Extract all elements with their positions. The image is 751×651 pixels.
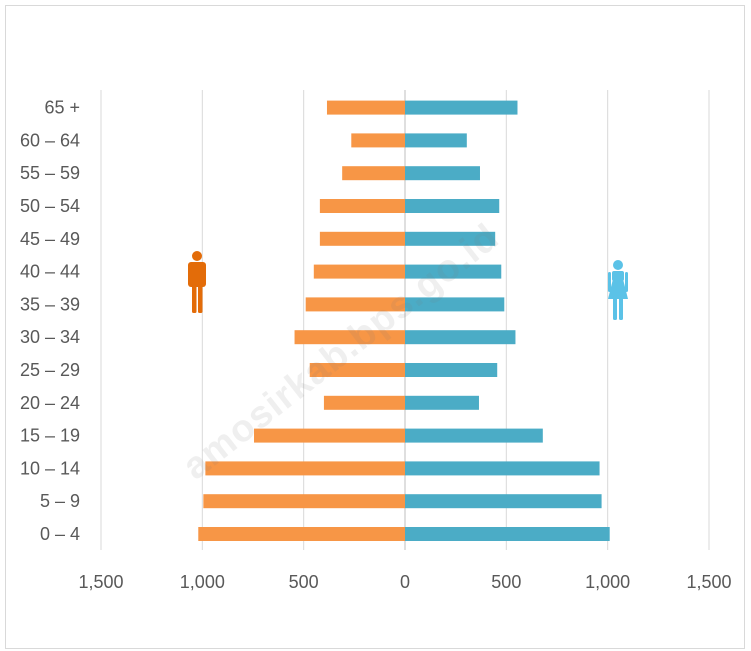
male-icon-left-leg: [192, 285, 197, 313]
x-axis-labels: 1,500 1,000 500 0 500 1,000 1,500: [78, 572, 731, 592]
bar-male: [319, 199, 405, 213]
x-tick-label: 1,500: [78, 572, 123, 592]
bar-male: [203, 494, 405, 509]
female-icon-right-leg: [619, 298, 623, 320]
female-person-icon: [608, 260, 628, 320]
bar-male: [319, 231, 405, 246]
y-category-label: 25 – 29: [20, 360, 80, 380]
bar-female: [405, 330, 516, 345]
y-category-label: 60 – 64: [20, 130, 80, 150]
bar-female: [405, 166, 480, 181]
bar-female: [405, 494, 602, 509]
x-tick-label: 500: [289, 572, 319, 592]
bars-layer: [198, 100, 610, 541]
bar-female: [405, 363, 498, 377]
bar-female: [405, 297, 505, 312]
bar-male: [305, 297, 405, 312]
y-category-label: 55 – 59: [20, 163, 80, 183]
male-icon-head: [192, 251, 202, 261]
female-icon-dress: [608, 279, 628, 299]
female-icon-left-leg: [613, 298, 617, 320]
bar-male: [254, 428, 405, 443]
bar-male: [309, 363, 405, 377]
y-category-label: 15 – 19: [20, 426, 80, 446]
y-category-label: 40 – 44: [20, 262, 80, 282]
bar-male: [351, 133, 405, 148]
bar-female: [405, 461, 600, 476]
bar-female: [405, 199, 500, 213]
bar-male: [205, 461, 405, 476]
y-category-label: 50 – 54: [20, 196, 80, 216]
bar-female: [405, 527, 610, 541]
x-tick-label: 1,000: [180, 572, 225, 592]
x-tick-label: 500: [491, 572, 521, 592]
female-icon-right-arm: [625, 272, 628, 292]
y-category-label: 20 – 24: [20, 393, 80, 413]
bar-male: [326, 100, 405, 115]
bar-male: [198, 527, 405, 541]
y-category-label: 10 – 14: [20, 458, 80, 478]
bar-female: [405, 264, 502, 279]
female-icon-upper-body: [612, 271, 624, 281]
x-tick-label: 1,500: [686, 572, 731, 592]
bar-female: [405, 395, 479, 410]
female-icon-head: [613, 260, 623, 270]
y-category-label: 30 – 34: [20, 327, 80, 347]
bar-female: [405, 133, 467, 148]
y-category-label: 65 +: [44, 98, 80, 118]
x-tick-label: 1,000: [585, 572, 630, 592]
female-icon-left-arm: [608, 272, 611, 292]
male-person-icon: [188, 251, 206, 313]
bar-male: [313, 264, 405, 279]
x-tick-label: 0: [400, 572, 410, 592]
y-category-label: 5 – 9: [40, 491, 80, 511]
bar-male: [323, 395, 405, 410]
bar-male: [294, 330, 405, 345]
male-icon-right-leg: [198, 285, 203, 313]
bar-male: [342, 166, 405, 181]
grid-layer: [100, 90, 710, 550]
y-category-label: 45 – 49: [20, 229, 80, 249]
y-category-label: 35 – 39: [20, 294, 80, 314]
bar-female: [405, 428, 543, 443]
y-axis-labels: 0 – 4 5 – 9 10 – 14 15 – 19 20 – 24 25 – 29 30…: [20, 98, 80, 544]
bar-female: [405, 231, 496, 246]
male-icon-torso: [188, 262, 206, 287]
bar-female: [405, 100, 518, 115]
y-category-label: 0 – 4: [40, 524, 80, 544]
